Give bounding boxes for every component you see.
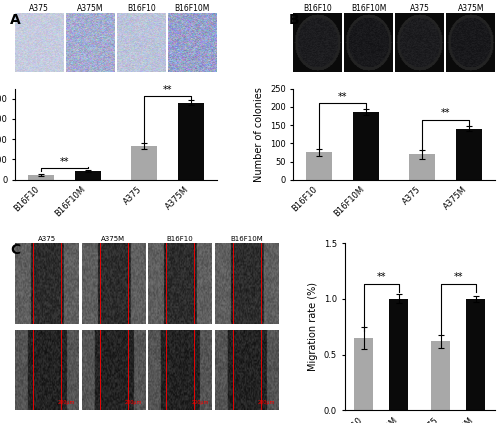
- Bar: [389, 299, 408, 410]
- Y-axis label: Migration rate (%): Migration rate (%): [308, 282, 318, 371]
- Bar: [431, 341, 450, 410]
- Text: **: **: [162, 85, 172, 94]
- Bar: [75, 171, 100, 180]
- Bar: [131, 146, 157, 180]
- Title: B16F10: B16F10: [303, 4, 332, 13]
- Bar: [466, 299, 485, 410]
- Title: B16F10: B16F10: [166, 236, 194, 242]
- Y-axis label: Number of colonies: Number of colonies: [254, 87, 264, 181]
- Title: A375: A375: [410, 4, 430, 13]
- Title: A375M: A375M: [458, 4, 484, 13]
- Title: B16F10M: B16F10M: [174, 4, 210, 13]
- Bar: [353, 112, 379, 180]
- Title: B16F10: B16F10: [127, 4, 156, 13]
- Text: C: C: [10, 243, 20, 257]
- Bar: [178, 103, 204, 180]
- Title: B16F10M: B16F10M: [351, 4, 386, 13]
- Bar: [456, 129, 482, 180]
- Text: 0 h: 0 h: [0, 277, 1, 290]
- Text: 200μm: 200μm: [191, 401, 208, 406]
- Title: A375: A375: [38, 236, 56, 242]
- Text: **: **: [338, 92, 347, 102]
- Bar: [410, 154, 435, 180]
- Text: 200μm: 200μm: [258, 401, 275, 406]
- Text: **: **: [454, 272, 463, 283]
- Text: **: **: [376, 272, 386, 283]
- Bar: [306, 152, 332, 180]
- Text: B: B: [288, 13, 299, 27]
- Bar: [354, 338, 374, 410]
- Text: 200μm: 200μm: [124, 401, 142, 406]
- Title: A375M: A375M: [77, 4, 104, 13]
- Text: A: A: [10, 13, 21, 27]
- Title: B16F10M: B16F10M: [230, 236, 263, 242]
- Bar: [28, 175, 54, 180]
- Title: A375: A375: [30, 4, 49, 13]
- Text: 48 h: 48 h: [0, 361, 1, 379]
- Text: **: **: [60, 157, 69, 167]
- Text: **: **: [441, 108, 450, 118]
- Text: 200μm: 200μm: [58, 401, 76, 406]
- Text: 48 h: 48 h: [0, 33, 2, 52]
- Title: A375M: A375M: [102, 236, 126, 242]
